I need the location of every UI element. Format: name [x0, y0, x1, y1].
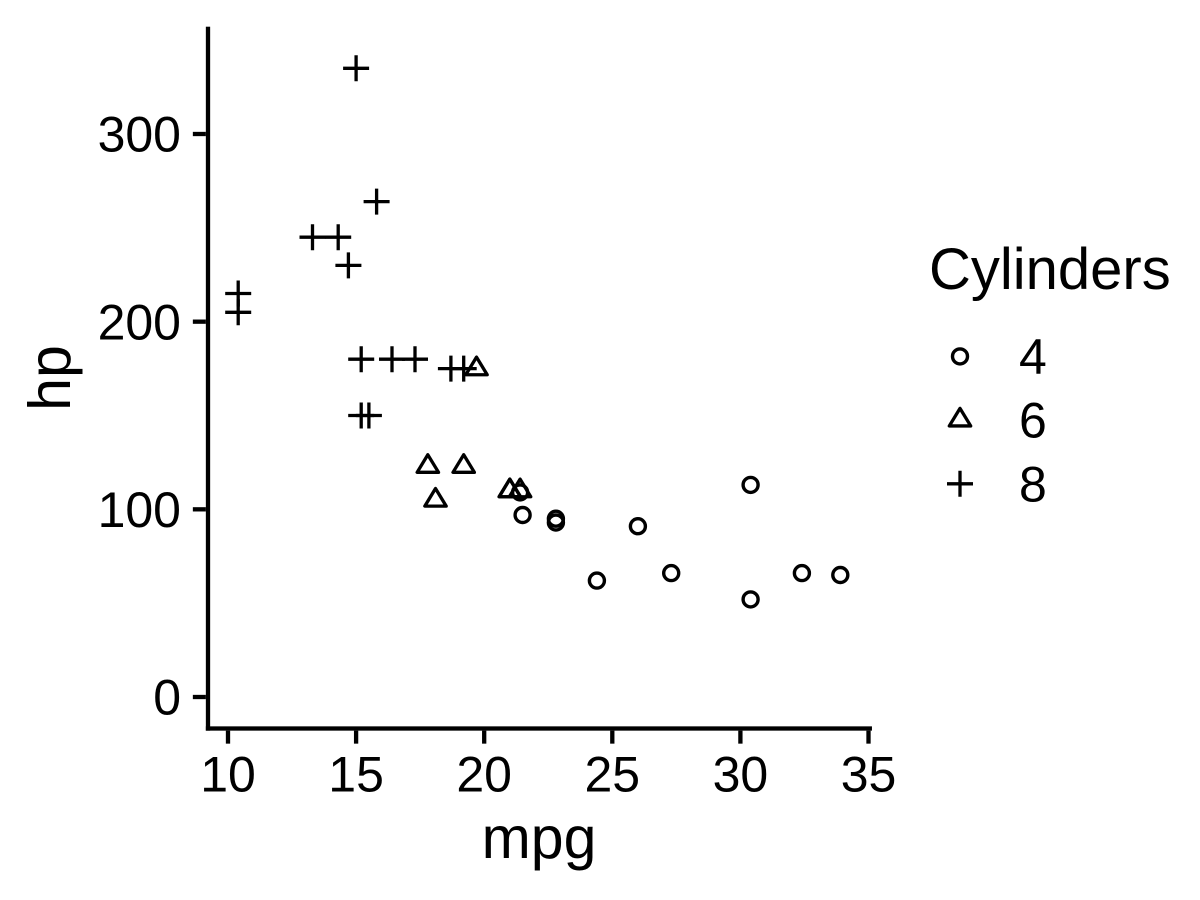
- svg-text:300: 300: [98, 107, 181, 163]
- svg-text:30: 30: [713, 747, 769, 803]
- svg-text:10: 10: [200, 747, 256, 803]
- svg-text:200: 200: [98, 294, 181, 350]
- svg-text:4: 4: [1019, 329, 1047, 385]
- svg-text:6: 6: [1019, 393, 1047, 449]
- svg-text:25: 25: [584, 747, 640, 803]
- svg-text:20: 20: [456, 747, 512, 803]
- svg-text:100: 100: [98, 482, 181, 538]
- svg-text:mpg: mpg: [482, 805, 597, 871]
- svg-text:hp: hp: [17, 345, 83, 411]
- svg-text:15: 15: [328, 747, 384, 803]
- svg-text:35: 35: [841, 747, 897, 803]
- svg-text:Cylinders: Cylinders: [929, 237, 1171, 302]
- svg-text:0: 0: [153, 670, 181, 726]
- svg-text:8: 8: [1019, 457, 1047, 513]
